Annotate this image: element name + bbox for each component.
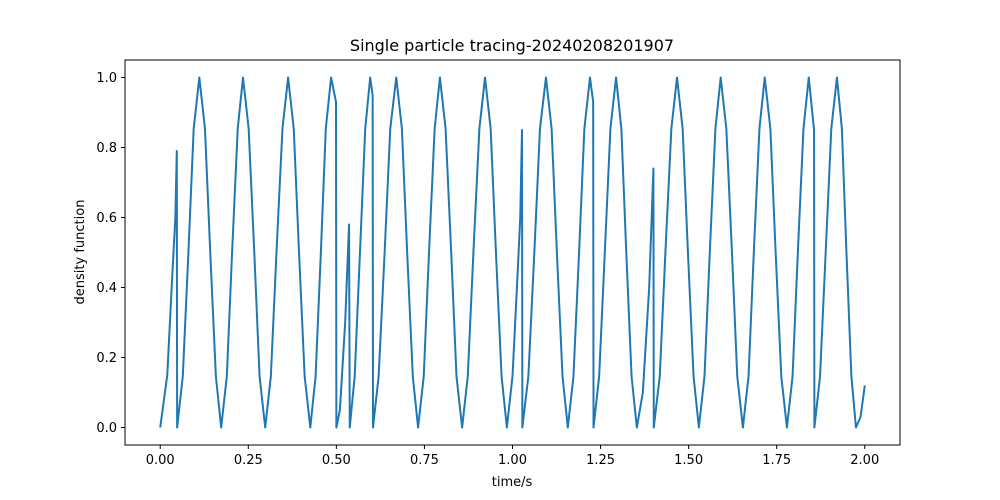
y-tick-label: 0.6 <box>96 211 117 226</box>
y-tick-label: 0.0 <box>96 421 117 436</box>
x-tick-label: 0.50 <box>322 453 351 468</box>
x-tick-label: 1.75 <box>762 453 791 468</box>
plot-frame <box>124 59 901 446</box>
y-tick-label: 1.0 <box>96 71 117 86</box>
x-tick-label: 0.00 <box>146 453 175 468</box>
x-tick-label: 0.25 <box>234 453 263 468</box>
x-tick-label: 0.75 <box>410 453 439 468</box>
y-tick-label: 0.4 <box>96 281 117 296</box>
x-tick-label: 1.00 <box>498 453 527 468</box>
x-axis-label: time/s <box>492 475 533 490</box>
x-tick-label: 1.25 <box>586 453 615 468</box>
data-line <box>159 76 866 429</box>
x-tick-label: 1.50 <box>674 453 703 468</box>
y-tick-label: 0.8 <box>96 141 117 156</box>
y-axis-label: density function <box>73 200 88 305</box>
chart-title: Single particle tracing-20240208201907 <box>350 36 674 55</box>
y-tick-label: 0.2 <box>96 351 117 366</box>
x-tick-label: 2.00 <box>850 453 879 468</box>
